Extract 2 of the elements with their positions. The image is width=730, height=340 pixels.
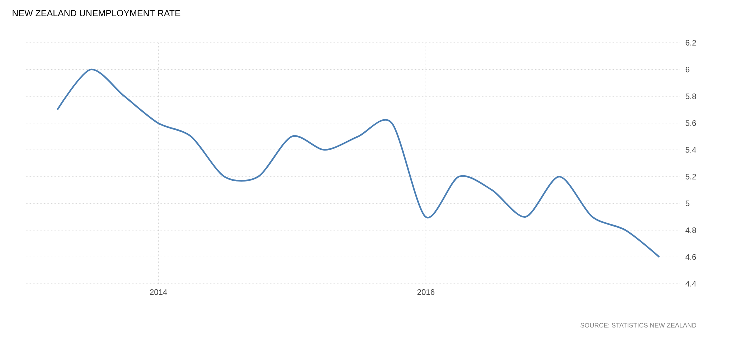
chart-title: NEW ZEALAND UNEMPLOYMENT RATE	[12, 10, 181, 17]
line-series	[56, 68, 660, 258]
